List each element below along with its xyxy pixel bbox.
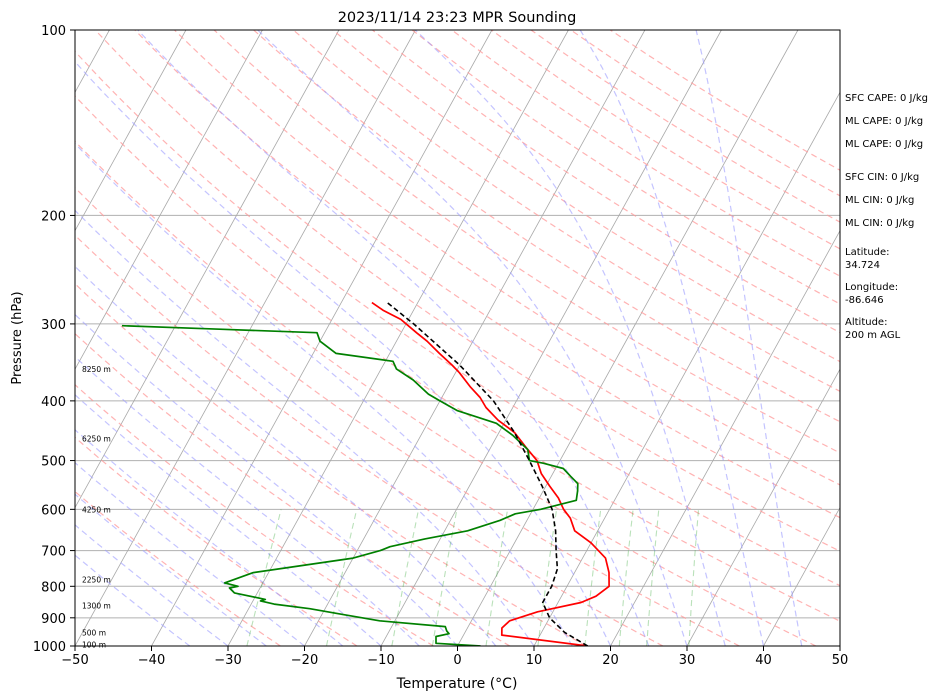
parcel-profile	[386, 301, 589, 646]
isotherm-line	[75, 30, 187, 232]
x-tick-label: −30	[214, 653, 241, 668]
isotherm-line	[457, 30, 799, 646]
sfc-cin-label: SFC CIN: 0 J/kg	[845, 172, 920, 183]
y-tick-label: 300	[41, 318, 66, 333]
dry-adiabat	[451, 30, 840, 277]
height-label: 500 m	[82, 628, 106, 637]
dry-adiabat	[75, 383, 434, 646]
moist-adiabat	[75, 493, 267, 646]
longitude-label: Longitude: -86.646	[845, 282, 899, 306]
altitude-label: Altitude: 200 m AGL	[845, 317, 901, 341]
dry-adiabat	[213, 30, 840, 454]
mixing-ratio-line	[485, 509, 509, 646]
moist-adiabat	[75, 313, 458, 646]
isotherm-line	[227, 30, 569, 646]
mixing-ratio-line	[246, 509, 282, 646]
moist-adiabat	[75, 265, 497, 646]
sounding-indices-panel: SFC CAPE: 0 J/kg ML CAPE: 0 J/kg ML CAPE…	[845, 92, 945, 342]
dry-adiabat	[94, 30, 840, 552]
y-tick-label: 400	[41, 395, 66, 410]
y-tick-label: 600	[41, 503, 66, 518]
dry-adiabat	[75, 436, 358, 646]
dry-adiabat	[75, 95, 840, 622]
dry-adiabat	[75, 282, 587, 646]
mixing-ratio-line	[584, 509, 602, 646]
height-label: 8250 m	[82, 365, 111, 374]
isotherm-line	[686, 368, 840, 646]
isotherm-line	[763, 506, 840, 646]
moist-adiabat	[75, 356, 420, 646]
moist-adiabat	[695, 30, 803, 646]
dry-adiabat	[173, 30, 840, 486]
height-label: 2250 m	[82, 576, 111, 585]
dry-adiabat	[75, 140, 817, 646]
mixing-ratio-line	[325, 509, 358, 646]
y-tick-label: 500	[41, 455, 66, 470]
dry-adiabat	[332, 30, 840, 363]
y-axis-label: Pressure (hPa)	[10, 291, 25, 384]
y-tick-label: 700	[41, 545, 66, 560]
moist-adiabat	[75, 209, 535, 646]
isotherm-line	[75, 30, 263, 370]
x-tick-label: 10	[526, 653, 543, 668]
height-label: 100 m	[82, 641, 106, 650]
isotherm-line	[610, 229, 840, 646]
isotherm-line	[533, 91, 840, 646]
x-tick-label: −40	[138, 653, 165, 668]
dewpoint-profile	[121, 324, 579, 646]
temperature-profile	[371, 301, 610, 646]
moist-adiabat	[75, 554, 191, 646]
x-tick-label: −10	[367, 653, 394, 668]
isotherm-line	[75, 30, 340, 509]
dry-adiabat	[75, 332, 511, 646]
moist-adiabat	[579, 30, 765, 646]
isotherm-line	[151, 30, 493, 646]
dry-adiabat	[75, 186, 740, 646]
isotherm-line	[304, 30, 646, 646]
moist-adiabat	[75, 524, 229, 646]
ml-cin-label: ML CIN: 0 J/kg	[845, 195, 915, 206]
x-tick-label: 30	[679, 653, 696, 668]
height-label: 1300 m	[82, 602, 111, 611]
mixing-ratio-line	[431, 509, 458, 646]
chart-title: 2023/11/14 23:23 MPR Sounding	[338, 10, 577, 26]
y-tick-label: 100	[41, 24, 66, 39]
moist-adiabat	[75, 60, 612, 646]
y-tick-label: 200	[41, 209, 66, 224]
moist-adiabat	[257, 30, 688, 646]
moist-adiabat	[414, 30, 726, 646]
moist-adiabat	[75, 461, 305, 646]
mixing-ratio-line	[537, 509, 558, 646]
x-tick-label: 40	[755, 653, 772, 668]
height-label: 4250 m	[82, 505, 111, 514]
ml-cape-label: ML CAPE: 0 J/kg	[845, 116, 924, 127]
y-tick-label: 1000	[33, 640, 66, 655]
isotherm-line	[380, 30, 722, 646]
latitude-label: Latitude: 34.724	[845, 247, 890, 271]
x-tick-label: 50	[832, 653, 849, 668]
sfc-cape-label: SFC CAPE: 0 J/kg	[845, 93, 928, 104]
y-tick-label: 900	[41, 612, 66, 627]
moist-adiabat	[75, 394, 382, 646]
mixing-ratio-line	[391, 509, 420, 646]
y-tick-label: 800	[41, 580, 66, 595]
moist-adiabat	[75, 142, 573, 646]
dry-adiabat	[372, 30, 840, 334]
x-tick-label: 20	[602, 653, 619, 668]
mixing-ratio-line	[618, 509, 634, 646]
x-axis-label: Temperature (°C)	[396, 676, 518, 692]
ml-cin-label-2: ML CIN: 0 J/kg	[845, 218, 915, 229]
x-tick-label: −50	[61, 653, 88, 668]
x-tick-label: 0	[453, 653, 461, 668]
height-label: 6250 m	[82, 434, 111, 443]
ml-cape-label-2: ML CAPE: 0 J/kg	[845, 139, 924, 150]
x-tick-label: −20	[291, 653, 318, 668]
dry-adiabat	[134, 30, 840, 519]
